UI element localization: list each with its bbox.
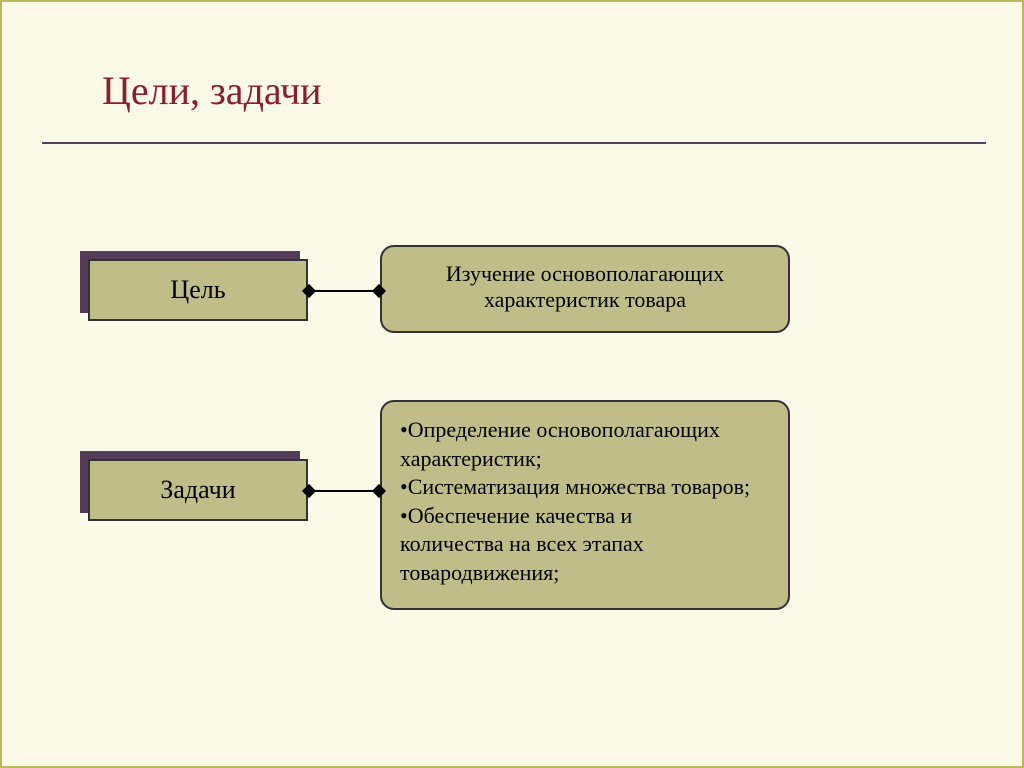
goal-label: Цель bbox=[170, 275, 225, 305]
tasks-line-2: •Обеспечение качества и bbox=[400, 502, 770, 531]
slide: Цели, задачи Цель Изучение основополагаю… bbox=[0, 0, 1024, 768]
tasks-connector bbox=[308, 490, 380, 492]
goal-description-box: Изучение основополагающих характеристик … bbox=[380, 245, 790, 333]
tasks-line-4: товародвижения; bbox=[400, 559, 770, 588]
goal-description-text: Изучение основополагающих характеристик … bbox=[446, 261, 724, 312]
tasks-line-0: •Определение основополагающих bbox=[400, 416, 770, 445]
tasks-line-1: •Систематизация множества товаров; bbox=[400, 473, 770, 502]
slide-title: Цели, задачи bbox=[102, 67, 322, 114]
tasks-line-0b: характеристик; bbox=[400, 445, 770, 474]
goal-connector bbox=[308, 290, 380, 292]
tasks-line-3: количества на всех этапах bbox=[400, 530, 770, 559]
goal-box: Цель bbox=[88, 259, 308, 321]
title-underline bbox=[42, 142, 986, 144]
tasks-description-box: •Определение основополагающих характерис… bbox=[380, 400, 790, 610]
tasks-label: Задачи bbox=[160, 475, 235, 505]
tasks-box: Задачи bbox=[88, 459, 308, 521]
